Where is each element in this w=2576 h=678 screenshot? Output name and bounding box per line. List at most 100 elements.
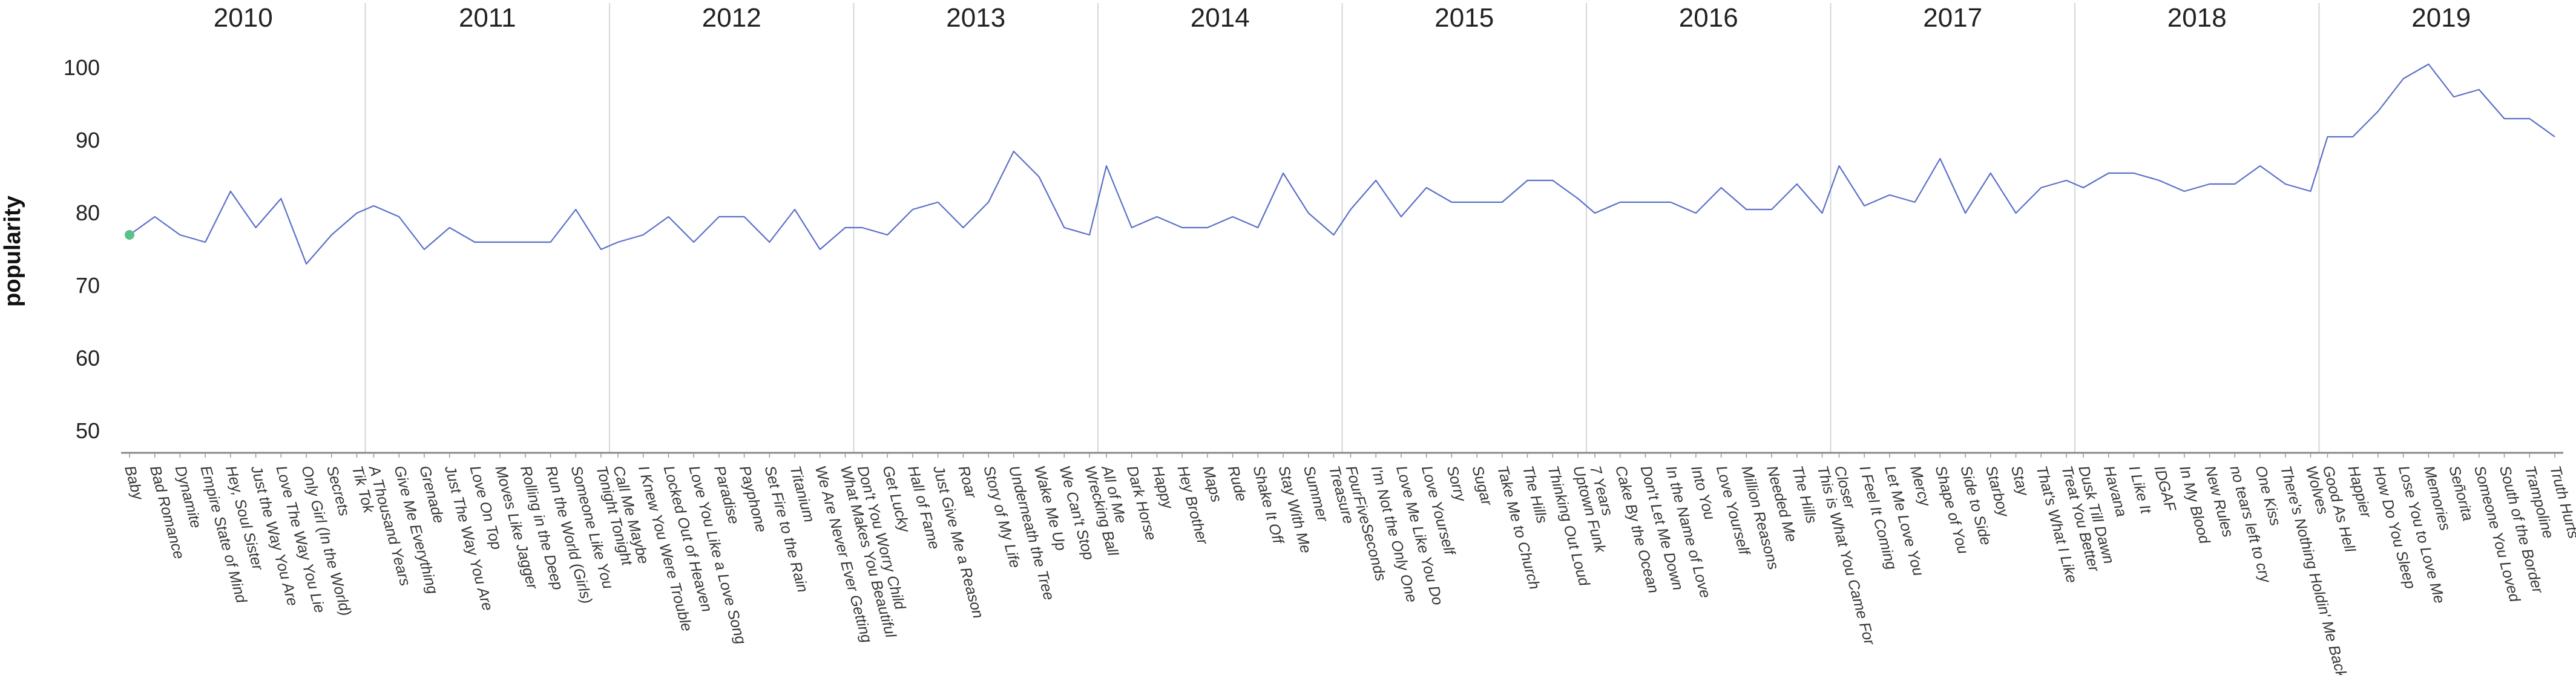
data-point	[1669, 200, 1672, 204]
data-point	[1963, 211, 1967, 215]
data-point	[2477, 88, 2481, 91]
data-point	[279, 197, 283, 200]
song-label: Rude	[1224, 464, 1250, 503]
data-point	[1130, 226, 1134, 229]
data-point	[1551, 179, 1554, 182]
y-tick-label: 50	[76, 418, 100, 443]
data-point	[1938, 157, 1942, 160]
data-point	[1720, 186, 1723, 189]
data-point	[2376, 110, 2380, 113]
data-point	[987, 200, 990, 204]
data-point	[1332, 233, 1336, 237]
data-point	[2039, 186, 2043, 189]
song-label: Happy	[1149, 464, 1177, 511]
song-label: Secrets	[323, 464, 353, 518]
data-point	[818, 248, 822, 251]
data-point	[498, 240, 502, 244]
data-point	[1012, 150, 1016, 153]
data-point	[886, 233, 889, 237]
data-point	[2233, 182, 2236, 186]
data-point	[153, 215, 157, 219]
data-point	[2208, 182, 2212, 186]
data-point	[1425, 186, 1428, 189]
data-point	[599, 248, 603, 251]
data-point	[2351, 135, 2354, 139]
data-point	[2258, 164, 2262, 168]
data-point	[1744, 208, 1748, 211]
data-point	[355, 211, 359, 215]
data-point	[254, 226, 258, 229]
data-point	[1526, 179, 1530, 182]
data-point	[1643, 200, 1647, 204]
data-point	[1088, 233, 1091, 237]
data-point	[616, 240, 620, 244]
data-point	[961, 226, 965, 229]
data-point	[1062, 226, 1066, 229]
year-label: 2017	[1923, 3, 1982, 33]
year-label: 2015	[1434, 3, 1494, 33]
data-point	[1821, 211, 1824, 215]
data-point	[1105, 164, 1108, 168]
data-point	[1475, 200, 1479, 204]
data-point	[1231, 215, 1235, 219]
data-point	[911, 208, 915, 211]
data-point	[2082, 186, 2085, 189]
y-tick-label: 100	[64, 55, 100, 80]
data-point	[2326, 135, 2330, 139]
data-point	[1862, 204, 1866, 208]
song-label: Sugar	[1468, 464, 1496, 508]
song-label: Havana	[2100, 464, 2130, 519]
year-label: 2019	[2411, 3, 2471, 33]
data-point	[717, 215, 721, 219]
data-point	[203, 240, 207, 244]
year-label: 2013	[946, 3, 1005, 33]
data-point	[330, 233, 334, 237]
data-point	[692, 240, 695, 244]
data-point	[2132, 171, 2135, 175]
y-axis-title: popularity	[0, 196, 25, 307]
data-point	[1593, 211, 1597, 215]
data-point	[372, 204, 376, 208]
song-label: Stay	[2008, 464, 2032, 498]
song-label: Maps	[1199, 464, 1225, 504]
data-point	[793, 208, 797, 211]
data-point	[304, 262, 308, 266]
data-point	[1989, 171, 1993, 175]
data-point	[2553, 135, 2557, 139]
data-point	[1576, 197, 1580, 200]
data-point	[574, 208, 577, 211]
data-point	[743, 215, 746, 219]
year-label: 2010	[214, 3, 273, 33]
data-point	[1281, 171, 1285, 175]
facet-dividers	[364, 3, 2320, 453]
year-label: 2012	[702, 3, 761, 33]
song-label: I Like It	[2126, 464, 2155, 516]
year-label: 2011	[459, 3, 516, 33]
year-label: 2018	[2167, 3, 2227, 33]
data-point	[844, 226, 847, 229]
data-point	[2065, 179, 2068, 182]
data-point	[2014, 211, 2018, 215]
data-point	[1795, 182, 1799, 186]
data-point	[524, 240, 527, 244]
data-point	[2402, 77, 2405, 81]
data-point	[936, 200, 940, 204]
data-point	[1500, 200, 1504, 204]
y-tick-label: 70	[76, 273, 100, 298]
data-point	[1206, 226, 1209, 229]
x-axis-ticks	[129, 453, 2555, 458]
data-point	[1450, 200, 1453, 204]
data-point	[2426, 62, 2430, 66]
data-point	[422, 248, 426, 251]
song-label: Baby	[121, 464, 146, 502]
data-point	[1307, 211, 1310, 215]
data-point	[1037, 175, 1041, 179]
popularity-series	[125, 62, 2557, 266]
highlighted-point	[125, 230, 134, 240]
popularity-line	[129, 63, 2555, 265]
data-point	[2284, 182, 2287, 186]
data-point	[1618, 200, 1622, 204]
y-tick-label: 80	[76, 200, 100, 225]
